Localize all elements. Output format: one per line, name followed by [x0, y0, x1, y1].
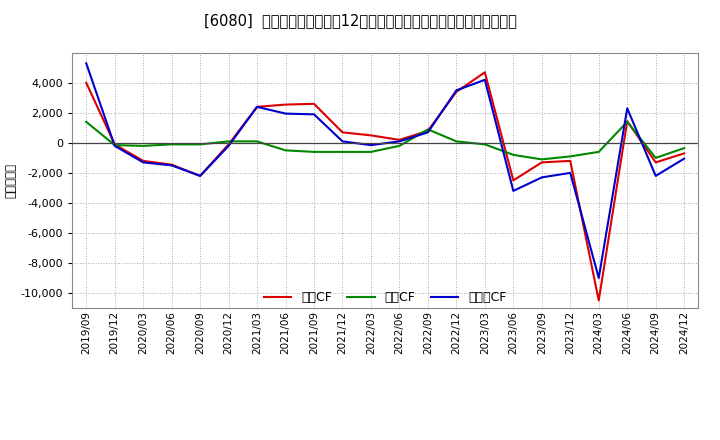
営業CF: [139, 158, 148, 164]
フリーCF: [253, 104, 261, 110]
フリーCF: [167, 163, 176, 168]
フリーCF: [139, 160, 148, 165]
フリーCF: [623, 106, 631, 111]
投資CF: [537, 157, 546, 162]
フリーCF: [509, 188, 518, 194]
投資CF: [253, 139, 261, 144]
投資CF: [366, 149, 375, 154]
フリーCF: [452, 88, 461, 93]
営業CF: [509, 178, 518, 183]
営業CF: [566, 158, 575, 164]
フリーCF: [110, 143, 119, 149]
投資CF: [566, 154, 575, 159]
営業CF: [595, 298, 603, 303]
営業CF: [623, 118, 631, 124]
投資CF: [652, 155, 660, 161]
フリーCF: [566, 170, 575, 176]
営業CF: [395, 137, 404, 143]
営業CF: [423, 128, 432, 133]
フリーCF: [282, 111, 290, 116]
フリーCF: [196, 173, 204, 179]
フリーCF: [480, 77, 489, 82]
投資CF: [139, 143, 148, 149]
営業CF: [366, 133, 375, 138]
営業CF: [310, 101, 318, 106]
投資CF: [623, 119, 631, 125]
フリーCF: [595, 275, 603, 281]
フリーCF: [338, 139, 347, 144]
営業CF: [680, 151, 688, 156]
営業CF: [253, 104, 261, 110]
フリーCF: [680, 156, 688, 161]
Line: フリーCF: フリーCF: [86, 63, 684, 278]
フリーCF: [395, 139, 404, 144]
営業CF: [110, 142, 119, 147]
営業CF: [196, 173, 204, 179]
営業CF: [480, 70, 489, 75]
投資CF: [167, 142, 176, 147]
営業CF: [452, 89, 461, 95]
フリーCF: [423, 130, 432, 135]
投資CF: [110, 143, 119, 148]
Legend: 営業CF, 投資CF, フリーCF: 営業CF, 投資CF, フリーCF: [264, 291, 506, 304]
投資CF: [196, 142, 204, 147]
Line: 投資CF: 投資CF: [86, 122, 684, 159]
投資CF: [225, 139, 233, 144]
営業CF: [338, 130, 347, 135]
フリーCF: [82, 61, 91, 66]
Text: [6080]  キャッシュフローの12か月移動合計の対前年同期増減額の推移: [6080] キャッシュフローの12か月移動合計の対前年同期増減額の推移: [204, 13, 516, 28]
投資CF: [282, 148, 290, 153]
投資CF: [423, 127, 432, 132]
営業CF: [167, 162, 176, 167]
投資CF: [480, 142, 489, 147]
投資CF: [595, 149, 603, 154]
営業CF: [82, 80, 91, 85]
フリーCF: [537, 175, 546, 180]
投資CF: [395, 143, 404, 149]
投資CF: [310, 149, 318, 154]
営業CF: [225, 142, 233, 147]
投資CF: [452, 139, 461, 144]
営業CF: [652, 160, 660, 165]
投資CF: [509, 152, 518, 158]
投資CF: [680, 146, 688, 151]
フリーCF: [310, 112, 318, 117]
Line: 営業CF: 営業CF: [86, 72, 684, 301]
投資CF: [338, 149, 347, 154]
フリーCF: [366, 143, 375, 148]
フリーCF: [652, 173, 660, 179]
投資CF: [82, 119, 91, 125]
営業CF: [282, 102, 290, 107]
Y-axis label: （百万円）: （百万円）: [5, 163, 18, 198]
営業CF: [537, 160, 546, 165]
フリーCF: [225, 143, 233, 149]
